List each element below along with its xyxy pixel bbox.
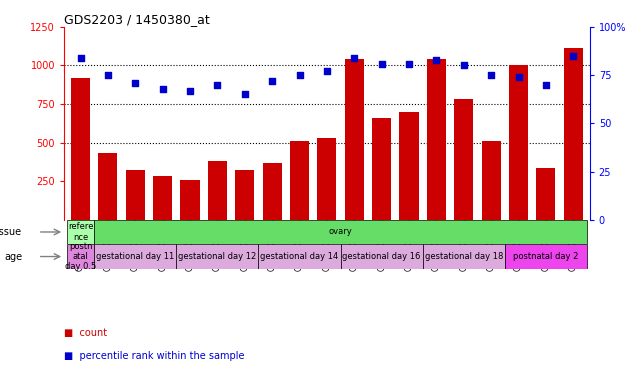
Point bbox=[158, 86, 168, 92]
Text: age: age bbox=[4, 252, 22, 262]
Bar bbox=[208, 161, 227, 220]
Point bbox=[267, 78, 278, 84]
Bar bbox=[71, 78, 90, 220]
Point bbox=[185, 88, 195, 94]
Point bbox=[322, 68, 332, 74]
Bar bbox=[67, 244, 94, 269]
Bar bbox=[98, 153, 117, 220]
Bar bbox=[290, 141, 309, 220]
Bar bbox=[481, 141, 501, 220]
Text: gestational day 18: gestational day 18 bbox=[424, 252, 503, 261]
Text: gestational day 12: gestational day 12 bbox=[178, 252, 256, 261]
Bar bbox=[263, 163, 282, 220]
Bar bbox=[153, 176, 172, 220]
Point bbox=[294, 72, 304, 78]
Text: gestational day 11: gestational day 11 bbox=[96, 252, 174, 261]
Point bbox=[130, 80, 140, 86]
Text: gestational day 16: gestational day 16 bbox=[342, 252, 421, 261]
Point bbox=[212, 82, 222, 88]
Point bbox=[486, 72, 496, 78]
Bar bbox=[94, 244, 176, 269]
Bar bbox=[372, 118, 391, 220]
Bar bbox=[317, 138, 337, 220]
Point bbox=[568, 53, 578, 59]
Text: GDS2203 / 1450380_at: GDS2203 / 1450380_at bbox=[64, 13, 210, 26]
Text: gestational day 14: gestational day 14 bbox=[260, 252, 338, 261]
Text: ■  count: ■ count bbox=[64, 328, 107, 338]
Point bbox=[404, 60, 414, 66]
Bar bbox=[422, 244, 505, 269]
Bar bbox=[563, 48, 583, 220]
Text: ovary: ovary bbox=[329, 227, 353, 237]
Text: postn
atal
day 0.5: postn atal day 0.5 bbox=[65, 242, 96, 271]
Bar bbox=[181, 180, 199, 220]
Point bbox=[431, 56, 442, 63]
Point bbox=[240, 91, 250, 98]
Bar bbox=[505, 244, 587, 269]
Point bbox=[376, 60, 387, 66]
Bar bbox=[345, 59, 364, 220]
Bar bbox=[399, 112, 419, 220]
Bar bbox=[427, 58, 446, 220]
Text: tissue: tissue bbox=[0, 227, 22, 237]
Bar bbox=[454, 99, 473, 220]
Point bbox=[349, 55, 360, 61]
Bar bbox=[67, 220, 94, 244]
Text: refere
nce: refere nce bbox=[68, 222, 94, 242]
Point bbox=[513, 74, 524, 80]
Bar bbox=[258, 244, 340, 269]
Bar bbox=[509, 65, 528, 220]
Point bbox=[103, 72, 113, 78]
Point bbox=[459, 62, 469, 68]
Text: ■  percentile rank within the sample: ■ percentile rank within the sample bbox=[64, 351, 245, 361]
Bar bbox=[126, 170, 145, 220]
Text: postnatal day 2: postnatal day 2 bbox=[513, 252, 579, 261]
Bar bbox=[176, 244, 258, 269]
Point bbox=[76, 55, 86, 61]
Bar bbox=[537, 168, 556, 220]
Point bbox=[541, 82, 551, 88]
Bar bbox=[340, 244, 422, 269]
Bar bbox=[235, 170, 254, 220]
